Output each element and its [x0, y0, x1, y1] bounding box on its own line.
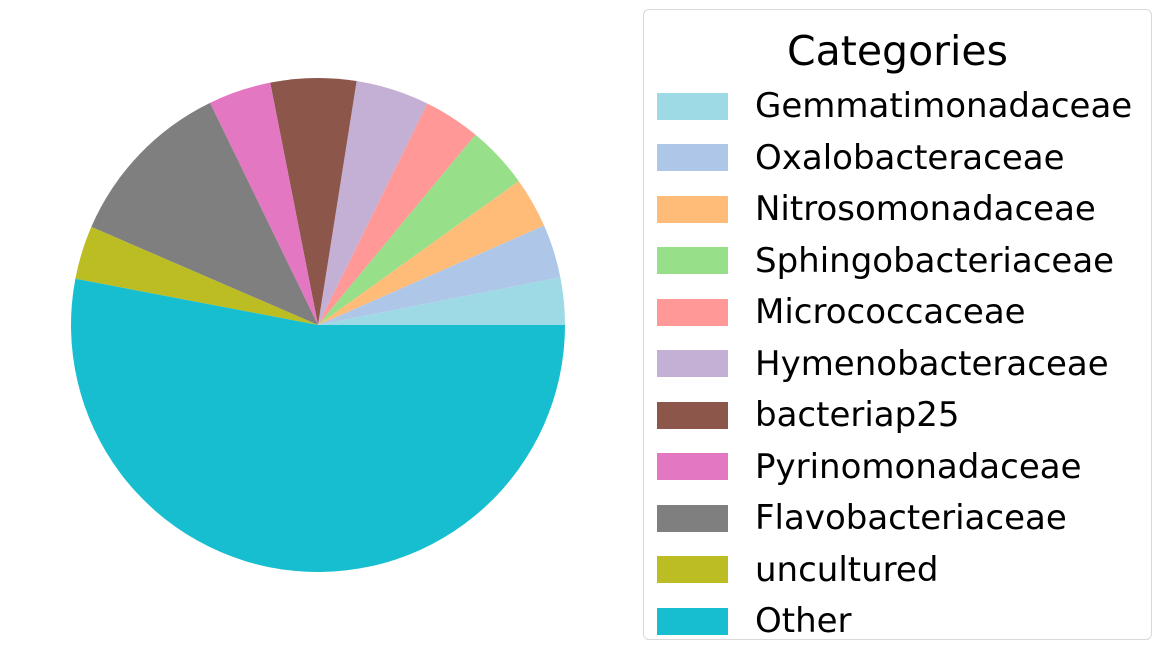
legend-label: uncultured [755, 549, 939, 590]
legend-swatch [657, 350, 728, 377]
legend-swatch [657, 298, 728, 326]
pie-slice-micrococcaceae [318, 103, 476, 325]
legend-entry-pyrinomonadaceae: Pyrinomonadaceae [657, 447, 1082, 487]
pie-slice-hymenobacteraceae [318, 81, 428, 325]
legend-swatch [657, 401, 728, 429]
legend-entry-gemmatimonadaceae: Gemmatimonadaceae [657, 86, 1132, 126]
pie-slice-flavobacteriaceae [91, 102, 318, 325]
pie-slice-bacteriap25 [270, 77, 357, 326]
legend-label: Sphingobacteriaceae [755, 240, 1115, 281]
legend-label: Micrococcaceae [755, 292, 1026, 332]
legend-swatch [657, 607, 728, 635]
legend-swatch [657, 195, 728, 223]
legend-swatch [657, 556, 728, 583]
pie-slice-uncultured [75, 226, 318, 325]
legend-entry-flavobacteriaceae: Flavobacteriaceae [657, 498, 1067, 538]
pie-slice-gemmatimonadaceae [318, 277, 565, 325]
legend-swatch [657, 247, 728, 274]
legend-entry-micrococcaceae: Micrococcaceae [657, 292, 1026, 332]
legend-entry-bacteriap25: bacteriap25 [657, 395, 959, 435]
legend-swatch [657, 453, 728, 480]
legend-entry-hymenobacteraceae: Hymenobacteraceae [657, 344, 1109, 384]
legend-label: bacteriap25 [755, 395, 960, 435]
legend-label: Other [755, 601, 852, 641]
legend-label: Gemmatimonadaceae [755, 86, 1133, 126]
legend-label: Nitrosomonadaceae [755, 189, 1096, 229]
legend-label: Oxalobacteraceae [755, 137, 1065, 178]
legend-entry-nitrosomonadaceae: Nitrosomonadaceae [657, 189, 1096, 229]
legend-swatch [657, 92, 728, 120]
pie-slice-nitrosomonadaceae [318, 181, 545, 325]
pie-chart [70, 77, 566, 573]
pie-slices [70, 77, 566, 573]
legend-label: Flavobacteriaceae [755, 498, 1067, 538]
pie-slice-other [70, 278, 566, 573]
legend-entry-other: Other [657, 601, 852, 641]
legend-entry-oxalobacteraceae: Oxalobacteraceae [657, 138, 1065, 178]
legend-label: Hymenobacteraceae [755, 343, 1109, 384]
pie-slice-sphingobacteriaceae [318, 134, 519, 325]
pie-slice-pyrinomonadaceae [210, 82, 318, 325]
legend-title: Categories [787, 27, 1008, 75]
legend-swatch [657, 144, 728, 171]
legend: Categories Gemmatimonadaceae Oxalobactera… [643, 9, 1152, 641]
legend-entry-uncultured: uncultured [657, 550, 938, 590]
legend-label: Pyrinomonadaceae [755, 446, 1082, 487]
legend-swatch [657, 504, 728, 532]
legend-entry-sphingobacteriaceae: Sphingobacteriaceae [657, 241, 1114, 281]
pie-slice-oxalobacteraceae [318, 225, 561, 325]
